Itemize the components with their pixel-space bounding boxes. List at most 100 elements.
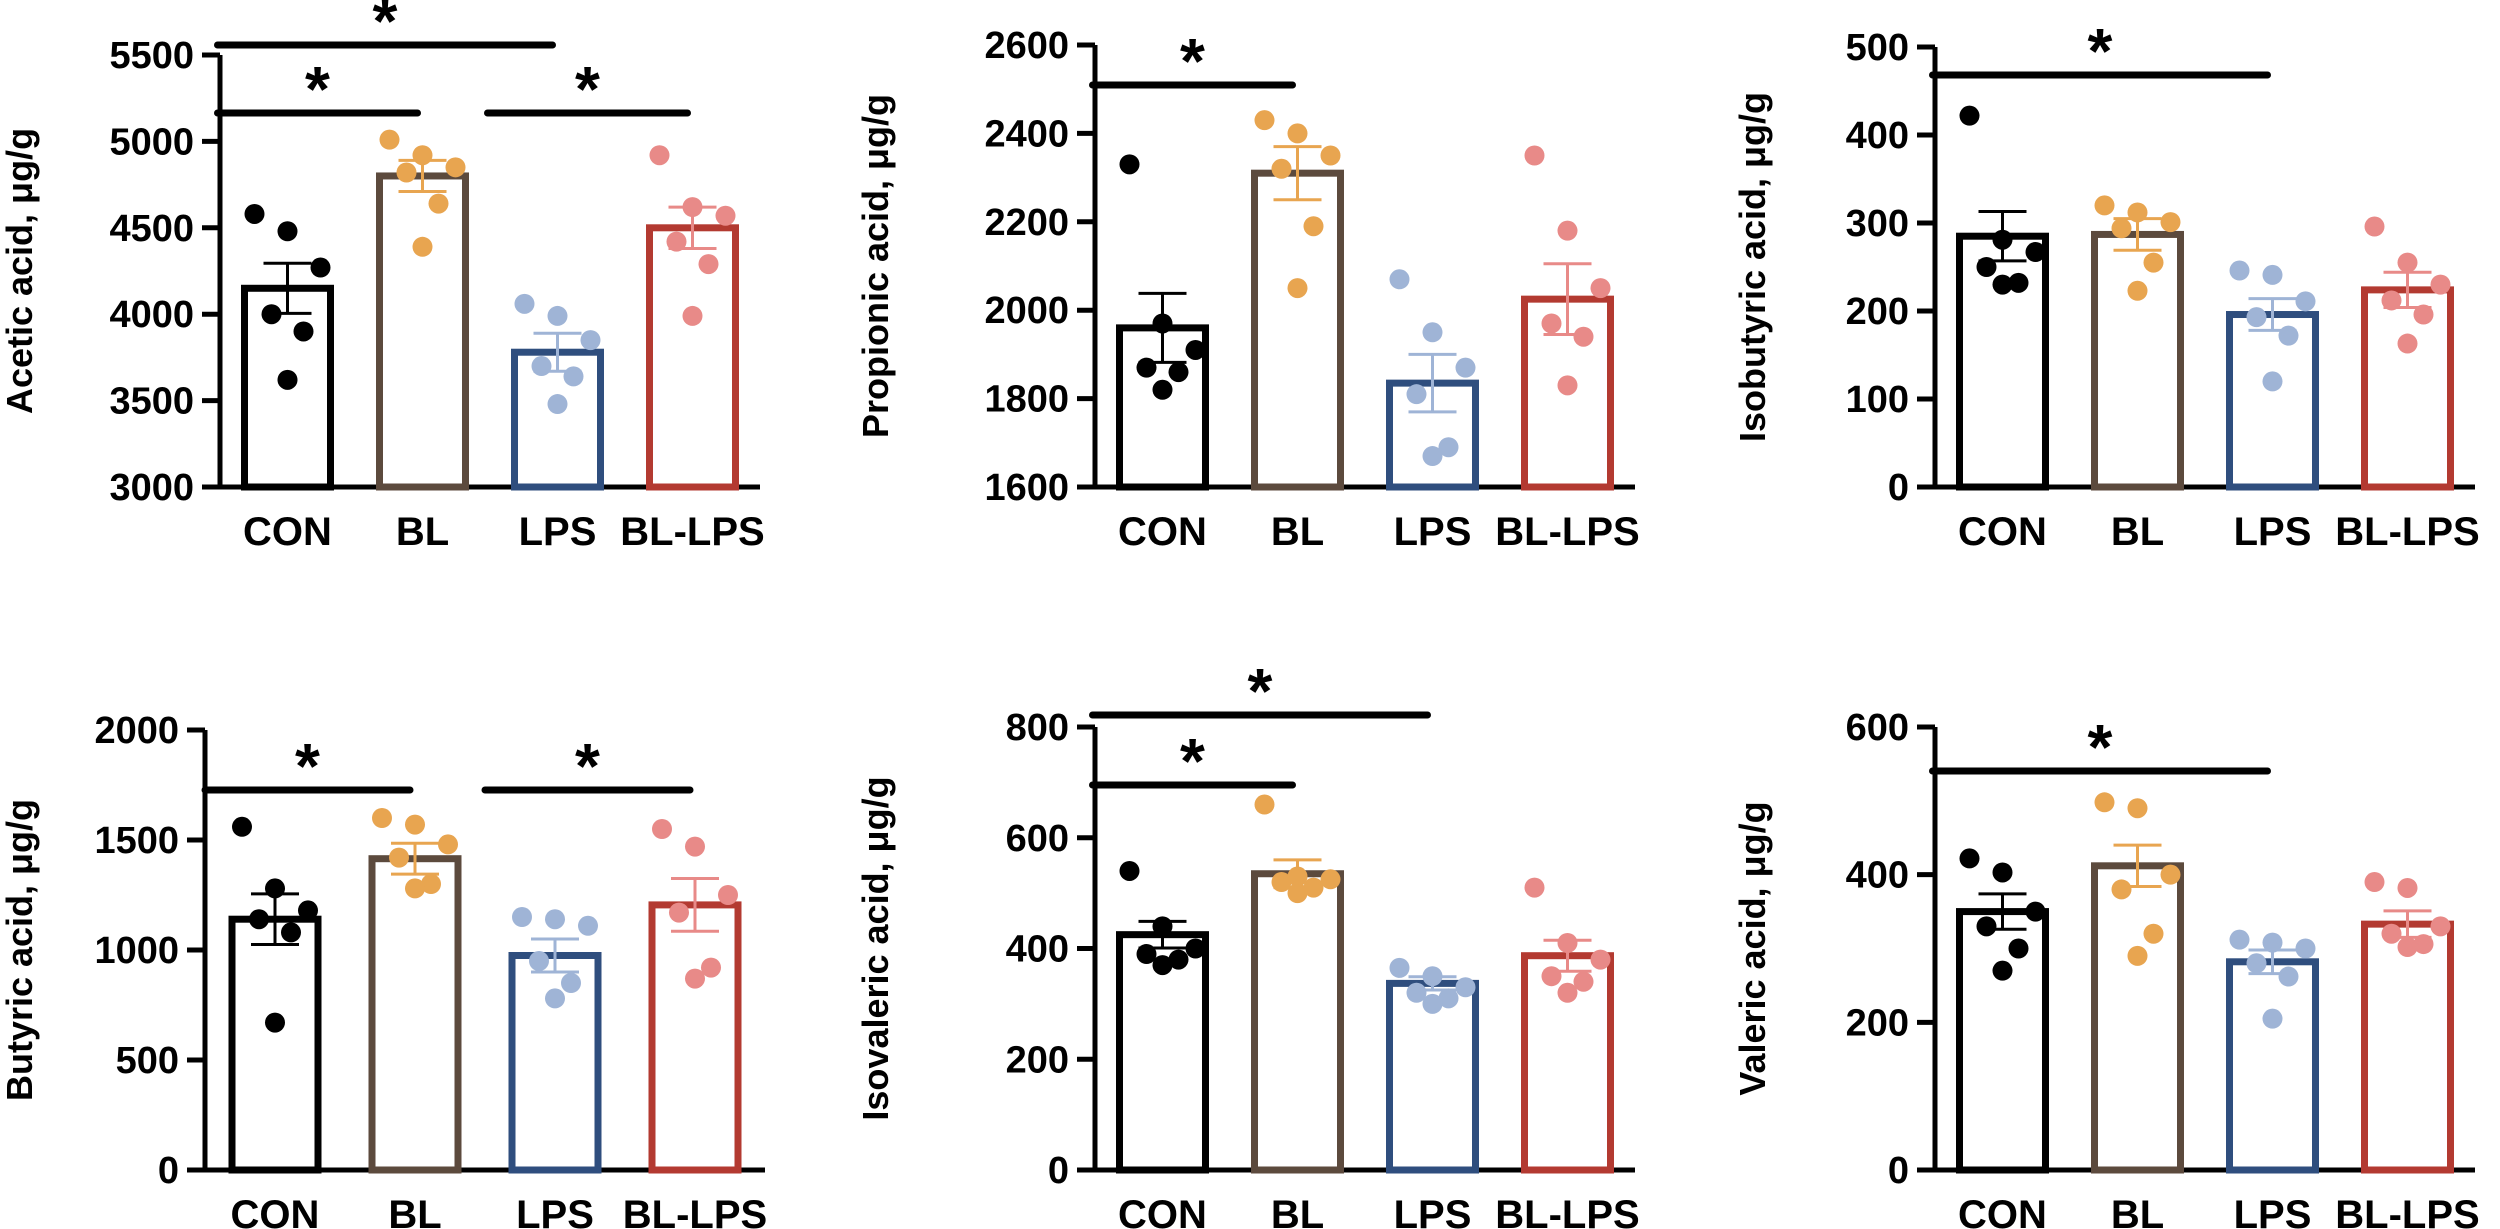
data-point bbox=[1254, 110, 1275, 131]
data-point bbox=[2397, 333, 2418, 354]
y-tick-label: 2400 bbox=[984, 113, 1069, 155]
y-tick-label: 400 bbox=[1846, 855, 1909, 897]
data-point bbox=[277, 369, 298, 390]
data-point bbox=[1590, 949, 1611, 970]
bar-bl bbox=[368, 855, 462, 1174]
bar-lps bbox=[1386, 979, 1479, 1174]
data-point bbox=[1992, 862, 2013, 883]
y-tick-label: 2000 bbox=[94, 710, 179, 752]
bar-bl bbox=[376, 172, 469, 491]
data-point bbox=[1320, 869, 1341, 890]
data-point bbox=[561, 973, 581, 993]
y-axis-title: Acetic acid, μg/g bbox=[0, 128, 40, 414]
data-point bbox=[2278, 325, 2299, 346]
y-tick-label: 800 bbox=[1006, 707, 1069, 749]
data-point bbox=[682, 305, 703, 326]
data-point bbox=[2262, 264, 2283, 285]
data-point bbox=[545, 988, 565, 1009]
chart-panel: 1600 1800 2000 2200 2400 2600 Propionic acid, … bbox=[855, 25, 1640, 554]
y-tick-label: 2000 bbox=[984, 290, 1069, 332]
data-point bbox=[563, 366, 584, 387]
data-point bbox=[412, 236, 433, 257]
data-point bbox=[1303, 216, 1324, 237]
x-category-label: BL bbox=[1271, 1193, 1324, 1229]
y-tick-label: 5000 bbox=[109, 121, 194, 163]
data-point bbox=[2127, 280, 2148, 301]
y-axis-title: Propionic acid, μg/g bbox=[855, 94, 896, 438]
bar-bl-lps bbox=[2361, 286, 2454, 491]
data-point bbox=[1573, 971, 1594, 992]
data-point bbox=[277, 221, 298, 242]
data-point bbox=[2397, 252, 2418, 273]
data-point bbox=[2246, 953, 2267, 974]
bar-lps bbox=[2226, 311, 2319, 491]
x-category-label: CON bbox=[243, 510, 332, 554]
x-category-label: LPS bbox=[2234, 510, 2312, 554]
data-point bbox=[405, 814, 425, 835]
y-tick-label: 300 bbox=[1846, 203, 1909, 245]
data-point bbox=[1320, 145, 1341, 166]
x-category-label: LPS bbox=[1394, 510, 1472, 554]
data-point bbox=[2364, 872, 2385, 893]
data-point bbox=[2246, 307, 2267, 328]
bar-bl-lps bbox=[648, 901, 742, 1174]
data-point bbox=[428, 193, 449, 214]
data-point bbox=[578, 915, 598, 936]
data-point bbox=[1119, 860, 1140, 881]
data-point bbox=[372, 808, 392, 828]
bar-bl-lps bbox=[646, 224, 739, 491]
data-point bbox=[1185, 339, 1206, 360]
data-point bbox=[1455, 977, 1476, 998]
data-point bbox=[1422, 993, 1443, 1014]
bar-lps bbox=[508, 952, 602, 1174]
data-point bbox=[1541, 313, 1562, 334]
data-point bbox=[1119, 154, 1140, 175]
data-point bbox=[1254, 794, 1275, 815]
bar-con bbox=[228, 915, 322, 1174]
data-point bbox=[682, 197, 703, 218]
data-point bbox=[1992, 229, 2013, 250]
data-point bbox=[2127, 202, 2148, 223]
bar-bl-lps bbox=[2361, 920, 2454, 1174]
bar-bl bbox=[1251, 870, 1344, 1174]
data-point bbox=[1287, 123, 1308, 144]
data-point bbox=[1438, 988, 1459, 1009]
data-point bbox=[666, 231, 687, 252]
data-point bbox=[1422, 322, 1443, 343]
x-category-label: BL-LPS bbox=[1495, 510, 1639, 554]
data-point bbox=[529, 951, 549, 971]
x-category-label: CON bbox=[1118, 510, 1207, 554]
data-point bbox=[1152, 916, 1173, 937]
data-point bbox=[2160, 212, 2181, 233]
bar-lps bbox=[511, 348, 604, 491]
x-category-label: CON bbox=[1958, 510, 2047, 554]
bar-con bbox=[1956, 232, 2049, 491]
x-category-label: CON bbox=[1118, 1193, 1207, 1229]
data-point bbox=[1976, 257, 1997, 277]
data-point bbox=[531, 356, 552, 377]
data-point bbox=[1185, 938, 1206, 959]
data-point bbox=[2111, 218, 2132, 239]
data-point bbox=[445, 157, 466, 178]
data-point bbox=[1287, 883, 1308, 904]
data-point bbox=[438, 834, 458, 855]
bar-con bbox=[1956, 908, 2049, 1174]
data-point bbox=[1557, 375, 1578, 396]
data-point bbox=[698, 254, 719, 275]
data-point bbox=[1422, 966, 1443, 987]
data-point bbox=[1438, 437, 1459, 458]
chart-panel: 0 100 200 300 400 500 Isobutyric acid, μg/g CON… bbox=[1732, 15, 2480, 554]
x-category-label: BL bbox=[2111, 1193, 2164, 1229]
y-tick-label: 600 bbox=[1006, 818, 1069, 860]
data-point bbox=[2025, 901, 2046, 922]
data-point bbox=[685, 836, 705, 857]
x-category-label: LPS bbox=[519, 510, 597, 554]
data-point bbox=[1541, 966, 1562, 987]
data-point bbox=[2413, 934, 2434, 955]
data-point bbox=[396, 162, 417, 183]
data-point bbox=[1136, 944, 1157, 965]
x-category-label: BL-LPS bbox=[1495, 1193, 1639, 1229]
data-point bbox=[2094, 792, 2115, 813]
data-point bbox=[261, 304, 282, 325]
